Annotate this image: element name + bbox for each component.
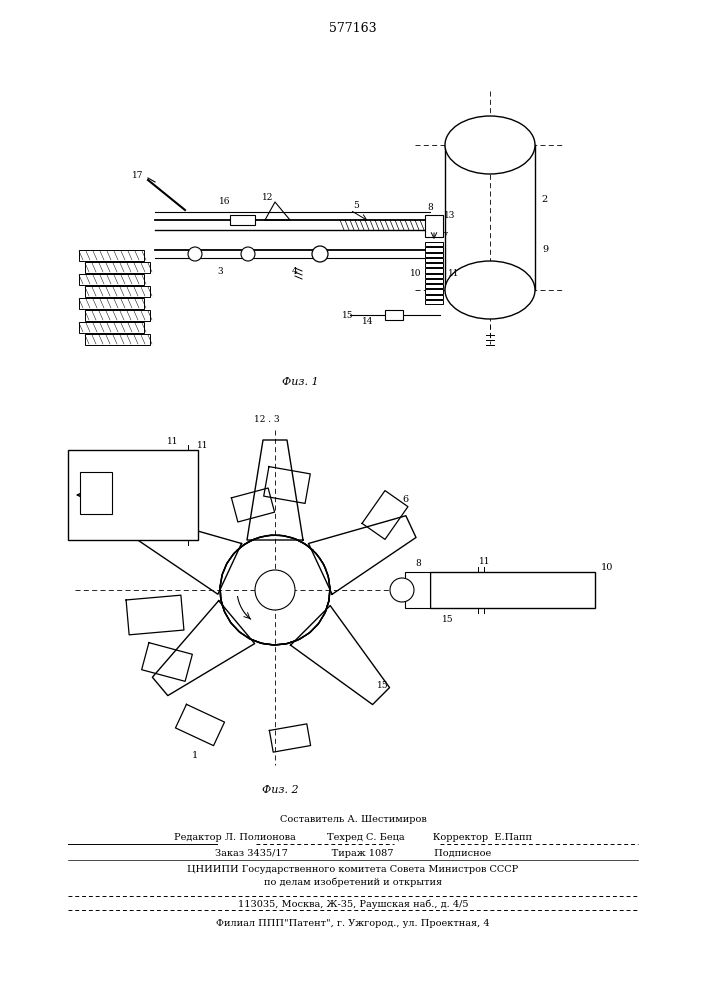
Bar: [430, 572, 595, 608]
Text: 11: 11: [168, 438, 179, 446]
Bar: [425, 279, 443, 283]
Text: Заказ 3435/17              Тираж 1087             Подписное: Заказ 3435/17 Тираж 1087 Подписное: [215, 850, 491, 858]
Bar: [85, 310, 150, 321]
Bar: [425, 247, 443, 252]
Bar: [79, 250, 144, 261]
Ellipse shape: [390, 578, 414, 602]
Bar: [68, 450, 198, 540]
Text: 577163: 577163: [329, 21, 377, 34]
Text: 8: 8: [427, 204, 433, 213]
Bar: [79, 298, 144, 309]
Text: ЦНИИПИ Государственного комитета Совета Министров СССР: ЦНИИПИ Государственного комитета Совета …: [187, 864, 519, 874]
Bar: [425, 294, 443, 299]
Circle shape: [312, 246, 328, 262]
Bar: [425, 289, 443, 294]
Text: 15: 15: [442, 615, 454, 624]
Text: 11: 11: [197, 440, 209, 450]
Text: 7: 7: [443, 231, 448, 239]
Text: 12 . 3: 12 . 3: [255, 416, 280, 424]
Text: 17: 17: [132, 172, 144, 180]
Text: Редактор Л. Полионова          Техред С. Беца         Корректор  Е.Папп: Редактор Л. Полионова Техред С. Беца Кор…: [174, 834, 532, 842]
Bar: [425, 252, 443, 257]
Text: 3: 3: [217, 267, 223, 276]
Text: 13: 13: [444, 211, 456, 220]
Bar: [425, 273, 443, 278]
Bar: [85, 286, 150, 297]
Circle shape: [241, 247, 255, 261]
Text: 4: 4: [292, 267, 298, 276]
Text: 5: 5: [353, 202, 359, 211]
Text: 12: 12: [262, 194, 274, 202]
Text: Филиал ППП"Патент", г. Ужгород., ул. Проектная, 4: Филиал ППП"Патент", г. Ужгород., ул. Про…: [216, 918, 490, 928]
Text: 10: 10: [410, 269, 422, 278]
Text: 11: 11: [479, 558, 491, 566]
Bar: [425, 268, 443, 273]
Bar: [385, 310, 403, 320]
Text: 2: 2: [542, 196, 548, 205]
Bar: [230, 215, 255, 225]
Text: по делам изобретений и открытия: по делам изобретений и открытия: [264, 877, 442, 887]
Bar: [425, 258, 443, 262]
Text: 15: 15: [342, 312, 354, 320]
Bar: [405, 572, 430, 608]
Text: 113035, Москва, Ж-35, Раушская наб., д. 4/5: 113035, Москва, Ж-35, Раушская наб., д. …: [238, 899, 468, 909]
Bar: [425, 242, 443, 246]
Bar: [425, 284, 443, 288]
Bar: [79, 274, 144, 285]
Text: 1: 1: [192, 750, 198, 760]
Bar: [425, 300, 443, 304]
Bar: [80, 472, 112, 514]
Ellipse shape: [445, 261, 535, 319]
Circle shape: [255, 570, 295, 610]
Text: 8: 8: [415, 560, 421, 568]
Bar: [85, 262, 150, 273]
Bar: [425, 215, 443, 237]
Text: 15: 15: [378, 680, 389, 690]
Circle shape: [188, 247, 202, 261]
Bar: [425, 263, 443, 267]
Text: 9: 9: [542, 245, 548, 254]
Bar: [85, 334, 150, 345]
Text: Составитель А. Шестимиров: Составитель А. Шестимиров: [280, 816, 426, 824]
Ellipse shape: [445, 116, 535, 174]
Text: 16: 16: [219, 198, 230, 207]
Text: 6: 6: [402, 495, 408, 504]
Text: Физ. 2: Физ. 2: [262, 785, 298, 795]
Bar: [79, 322, 144, 333]
Text: Физ. 1: Физ. 1: [281, 377, 318, 387]
Text: 10: 10: [601, 562, 613, 572]
Text: 11: 11: [448, 269, 460, 278]
Text: 14: 14: [362, 318, 374, 326]
